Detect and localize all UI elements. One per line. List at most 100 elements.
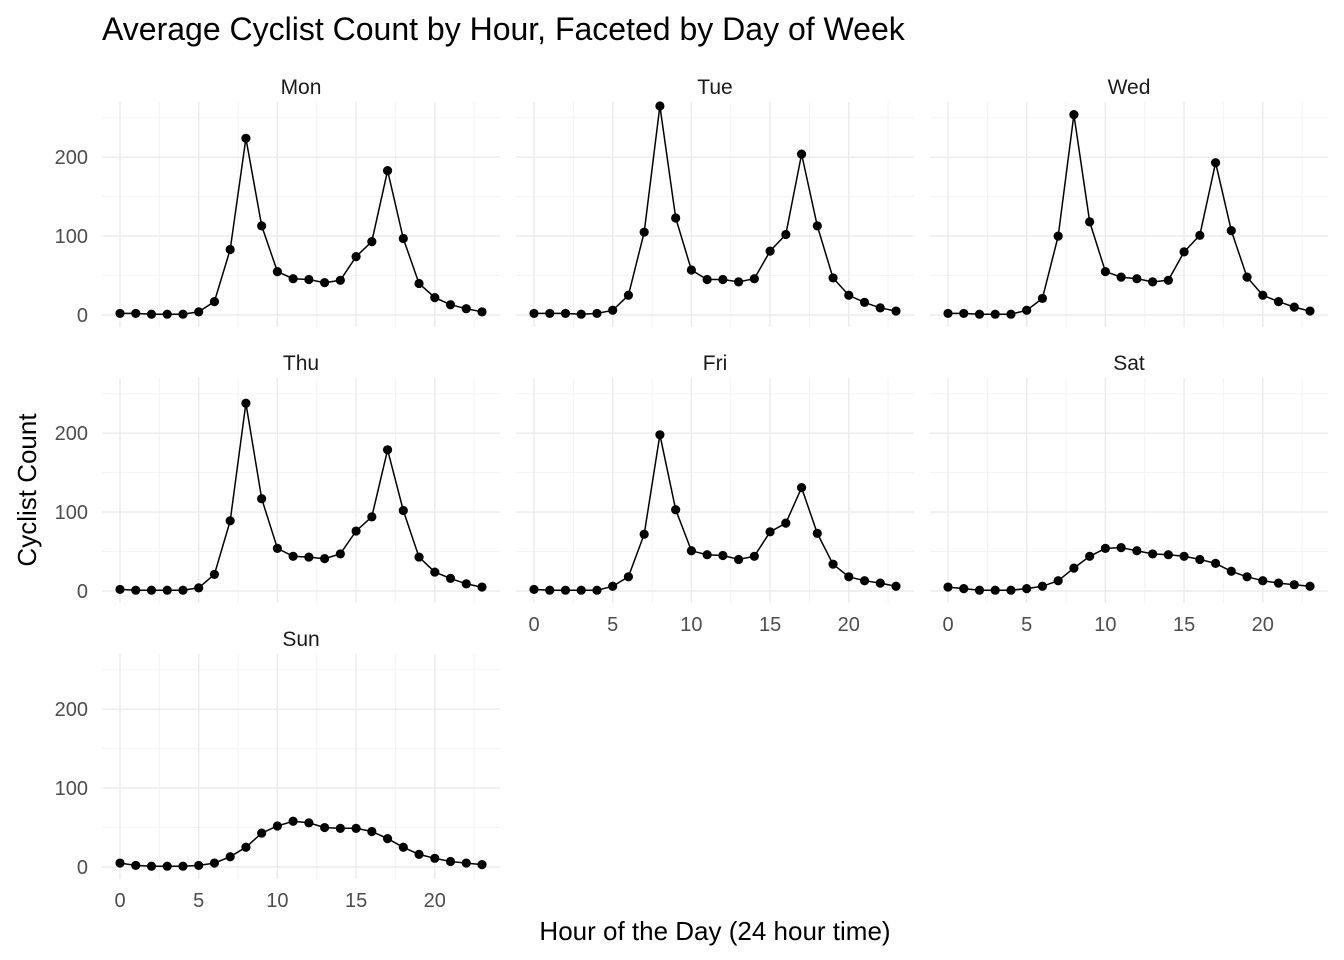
data-point [445, 573, 456, 583]
data-point [718, 550, 728, 561]
series-line [947, 546, 1311, 591]
data-point [335, 275, 345, 285]
data-point [320, 278, 330, 288]
data-point [592, 585, 602, 595]
data-point [225, 852, 235, 862]
data-point [859, 297, 870, 307]
data-point [1242, 572, 1252, 582]
data-point [545, 585, 555, 595]
data-point [1289, 302, 1299, 312]
data-point [1069, 563, 1079, 573]
data-point [1195, 554, 1205, 565]
data-point [734, 554, 744, 565]
data-point [859, 576, 870, 586]
data-point [209, 858, 220, 868]
data-point [382, 834, 393, 844]
data-point [702, 550, 712, 560]
series-line [119, 403, 483, 591]
data-point [288, 816, 298, 826]
x-tick-label: 0 [528, 614, 539, 636]
data-point [367, 512, 377, 522]
facet-label: Tue [697, 76, 732, 99]
data-point [1305, 306, 1315, 316]
x-axis-title: Hour of the Day (24 hour time) [539, 916, 890, 946]
y-tick-label: 0 [77, 581, 88, 603]
data-point [414, 552, 424, 562]
data-point [765, 527, 775, 537]
data-point [943, 308, 953, 319]
data-point [796, 483, 807, 493]
data-point [781, 518, 791, 528]
data-point [115, 858, 125, 868]
data-point [430, 853, 440, 863]
facet-label: Fri [703, 352, 728, 375]
data-point [1085, 551, 1095, 561]
x-tick-label: 15 [1173, 614, 1195, 636]
x-tick-label: 15 [759, 614, 781, 636]
data-point [351, 823, 361, 833]
data-point [639, 227, 649, 237]
data-point [115, 308, 125, 319]
data-point [560, 585, 571, 595]
data-point [241, 133, 251, 143]
data-point [209, 569, 220, 580]
data-point [320, 822, 330, 833]
data-point [162, 309, 172, 319]
data-point [560, 308, 571, 319]
facet-panel-mon: Mon 0 100 200 [55, 76, 500, 327]
data-point [623, 290, 634, 300]
data-point [1273, 578, 1284, 588]
data-point [304, 274, 314, 285]
data-point [1210, 558, 1221, 568]
y-tick-label: 100 [55, 226, 88, 248]
x-tick-label: 20 [1252, 614, 1274, 636]
data-point [844, 290, 854, 300]
data-point [529, 308, 539, 319]
data-point [1085, 217, 1095, 227]
data-point [1179, 551, 1189, 561]
data-point [671, 505, 681, 515]
data-point [1226, 566, 1236, 576]
data-point [812, 528, 822, 539]
data-point [608, 305, 618, 315]
x-tick-label: 15 [345, 890, 367, 912]
data-point [445, 300, 456, 310]
data-point [131, 585, 141, 595]
facet-panel-fri: Fri 0 5 10 15 20 [516, 352, 914, 636]
data-point [131, 860, 141, 871]
data-point [1305, 581, 1315, 591]
data-point [241, 842, 251, 852]
data-point [162, 861, 172, 871]
y-tick-label: 200 [55, 699, 88, 721]
data-point [445, 856, 456, 867]
data-point [257, 221, 267, 231]
data-point [891, 581, 901, 591]
data-point [1053, 231, 1063, 241]
data-point [382, 166, 393, 176]
facet-panel-tue: Tue [516, 76, 914, 327]
y-tick-label: 0 [77, 857, 88, 879]
data-point [796, 149, 807, 159]
data-point [1069, 110, 1079, 120]
data-point [398, 233, 408, 244]
data-point [671, 213, 681, 223]
series-line [534, 105, 897, 315]
data-point [382, 445, 393, 455]
data-point [288, 274, 298, 284]
x-tick-label: 20 [424, 890, 446, 912]
data-point [828, 273, 838, 283]
data-point [718, 274, 728, 285]
data-point [178, 309, 188, 319]
x-tick-label: 10 [680, 614, 702, 636]
data-point [304, 552, 314, 562]
facet-panel-sun: Sun 0 100 200 0 5 10 15 20 [55, 628, 500, 912]
data-point [529, 584, 539, 595]
data-point [1132, 274, 1142, 284]
data-point [351, 252, 361, 262]
data-point [686, 265, 696, 275]
x-tick-label: 5 [193, 890, 204, 912]
data-point [974, 585, 985, 595]
data-point [430, 567, 440, 577]
